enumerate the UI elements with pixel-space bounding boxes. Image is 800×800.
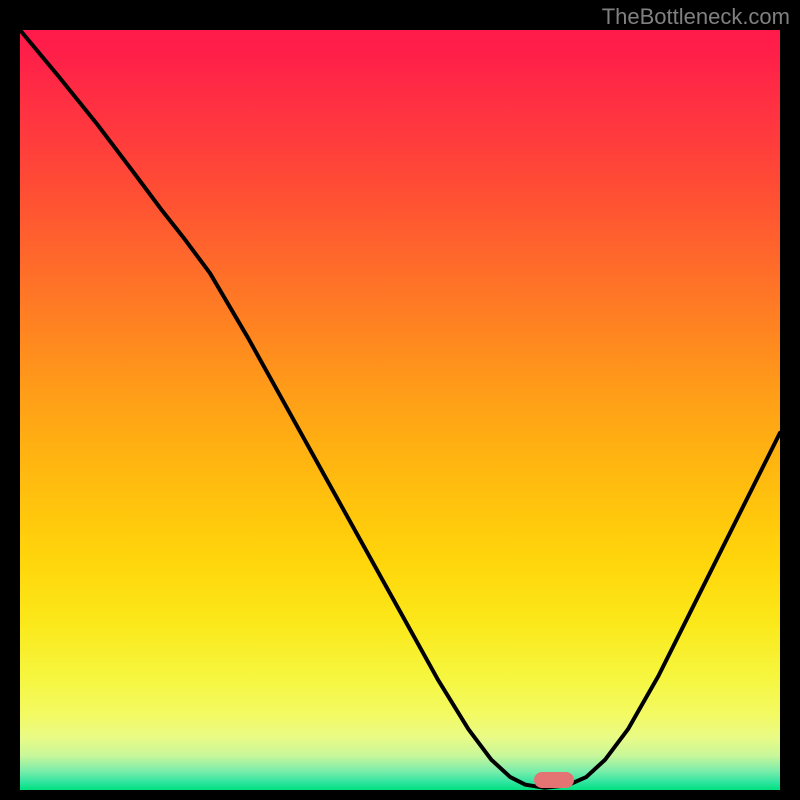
watermark-text: TheBottleneck.com <box>602 4 790 30</box>
curve-path <box>20 30 780 788</box>
bottleneck-curve <box>20 30 780 790</box>
chart-container: TheBottleneck.com <box>0 0 800 800</box>
optimal-marker <box>534 772 574 788</box>
plot-area <box>20 30 780 790</box>
